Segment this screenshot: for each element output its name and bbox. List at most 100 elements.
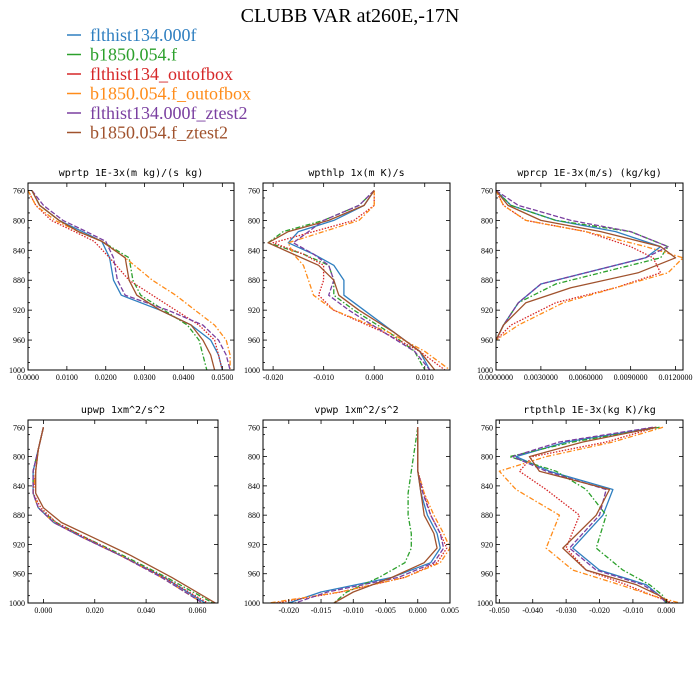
x-tick-label-4-2: -0.010 [343, 606, 364, 615]
y-tick-label-4-5: 960 [248, 570, 260, 579]
series-line-5-3 [498, 426, 680, 603]
y-tick-label-2-3: 880 [481, 276, 493, 285]
series-line-4-4 [294, 427, 445, 603]
series-line-0-5 [31, 190, 216, 370]
y-tick-label-5-3: 880 [481, 511, 493, 520]
series-line-3-0 [32, 427, 206, 603]
y-tick-label-3-4: 920 [13, 540, 25, 549]
legend-label-1: b1850.054.f [90, 45, 177, 65]
y-tick-label-3-0: 760 [13, 423, 25, 432]
y-tick-label-1-1: 800 [248, 216, 260, 225]
x-tick-label-0-4: 0.0400 [172, 373, 194, 382]
x-tick-label-3-2: 0.040 [137, 606, 155, 615]
x-tick-label-4-1: -0.015 [311, 606, 332, 615]
y-tick-label-4-4: 920 [248, 540, 260, 549]
x-tick-label-0-2: 0.0200 [95, 373, 117, 382]
y-tick-label-3-1: 800 [13, 453, 25, 462]
x-tick-label-0-0: 0.0000 [17, 373, 39, 382]
panels: wprtp 1E-3x(m kg)/(s kg) 760 800 840 880 920 9… [9, 168, 693, 615]
y-tick-label-1-0: 760 [248, 186, 260, 195]
y-tick-label-2-0: 760 [481, 186, 493, 195]
series-line-2-5 [496, 190, 677, 341]
series-line-2-1 [496, 190, 669, 341]
series-line-4-2 [275, 427, 448, 603]
x-tick-label-4-5: 0.005 [441, 606, 459, 615]
panel-5: rtpthlp 1E-3x(kg K)/kg 760 800 840 880 920 960… [477, 405, 684, 615]
legend-label-0: flthist134.000f [90, 25, 197, 45]
plot-frame-3 [27, 419, 219, 604]
series-line-4-1 [333, 427, 419, 603]
x-tick-label-2-0: 0.0000000 [479, 373, 513, 382]
x-tick-label-0-3: 0.0300 [134, 373, 156, 382]
x-tick-label-2-4: 0.0120000 [659, 373, 693, 382]
y-tick-label-5-2: 840 [481, 482, 493, 491]
y-tick-label-5-0: 760 [481, 423, 493, 432]
panel-title-1: wpthlp 1x(m K)/s [308, 168, 404, 179]
y-tick-label-5-6: 1000 [477, 599, 493, 608]
series-group-2 [496, 189, 683, 341]
series-group-1 [267, 190, 450, 370]
panel-4: vpwp 1xm^2/s^2 760 800 840 880 920 960 1000 -0.0… [244, 405, 459, 615]
x-tick-label-4-4: 0.000 [409, 606, 427, 615]
y-tick-label-4-0: 760 [248, 423, 260, 432]
series-line-4-5 [333, 427, 438, 603]
x-tick-label-4-0: -0.020 [278, 606, 299, 615]
series-group-4 [269, 427, 450, 603]
figure-title: CLUBB VAR at260E,-17N [241, 5, 460, 27]
y-tick-label-4-3: 880 [248, 511, 260, 520]
x-tick-label-5-2: -0.030 [556, 606, 577, 615]
y-tick-label-3-3: 880 [13, 511, 25, 520]
plot-frame-2 [495, 182, 684, 371]
series-line-5-2 [518, 426, 674, 603]
plot-frame-1 [262, 182, 451, 371]
legend-label-2: flthist134_outofbox [90, 64, 233, 84]
x-tick-label-5-0: -0.050 [489, 606, 510, 615]
legend: flthist134.000fb1850.054.fflthist134_out… [67, 25, 251, 143]
series-line-3-1 [32, 427, 214, 603]
panel-title-5: rtpthlp 1E-3x(kg K)/kg [523, 405, 655, 416]
y-tick-label-1-6: 1000 [244, 366, 260, 375]
x-tick-label-1-1: -0.010 [313, 373, 334, 382]
y-tick-label-4-6: 1000 [244, 599, 260, 608]
series-line-3-2 [32, 427, 209, 603]
x-tick-label-5-1: -0.040 [522, 606, 543, 615]
series-line-0-3 [28, 190, 231, 370]
series-line-3-3 [32, 427, 203, 603]
x-tick-label-3-0: 0.000 [34, 606, 52, 615]
legend-label-3: b1850.054.f_outofbox [90, 84, 251, 104]
x-tick-label-0-1: 0.0100 [56, 373, 78, 382]
x-tick-label-3-3: 0.060 [188, 606, 206, 615]
series-group-0 [28, 190, 231, 370]
y-tick-label-0-5: 960 [13, 336, 25, 345]
y-tick-label-5-5: 960 [481, 570, 493, 579]
y-tick-label-1-2: 840 [248, 246, 260, 255]
y-tick-label-4-1: 800 [248, 453, 260, 462]
series-line-0-0 [31, 190, 223, 370]
series-line-2-3 [496, 190, 683, 341]
series-line-1-3 [287, 190, 450, 370]
y-tick-label-2-4: 920 [481, 306, 493, 315]
x-tick-label-2-3: 0.0090000 [614, 373, 648, 382]
panel-title-0: wprtp 1E-3x(m kg)/(s kg) [59, 168, 204, 179]
x-tick-label-5-4: -0.010 [623, 606, 644, 615]
y-tick-label-2-6: 1000 [477, 366, 493, 375]
y-tick-label-0-0: 760 [13, 186, 25, 195]
series-line-1-4 [292, 190, 431, 370]
y-tick-label-1-3: 880 [248, 276, 260, 285]
series-line-4-3 [269, 427, 450, 603]
series-line-5-4 [512, 426, 667, 603]
series-line-1-2 [272, 190, 446, 370]
y-tick-label-5-4: 920 [481, 540, 493, 549]
x-tick-label-5-3: -0.020 [589, 606, 610, 615]
panel-2: wprcp 1E-3x(m/s) (kg/kg) 760 800 840 880 920 9… [477, 168, 693, 382]
x-tick-label-5-5: 0.000 [657, 606, 675, 615]
series-group-5 [498, 426, 680, 603]
series-line-0-4 [31, 190, 231, 370]
panel-3: upwp 1xm^2/s^2 760 800 840 880 920 960 1000 0.00… [9, 405, 219, 615]
series-line-3-4 [32, 427, 203, 603]
legend-label-4: flthist134.000f_ztest2 [90, 103, 247, 123]
x-tick-label-1-0: -0.020 [263, 373, 284, 382]
series-line-3-5 [35, 427, 216, 603]
x-tick-label-1-2: 0.000 [365, 373, 383, 382]
